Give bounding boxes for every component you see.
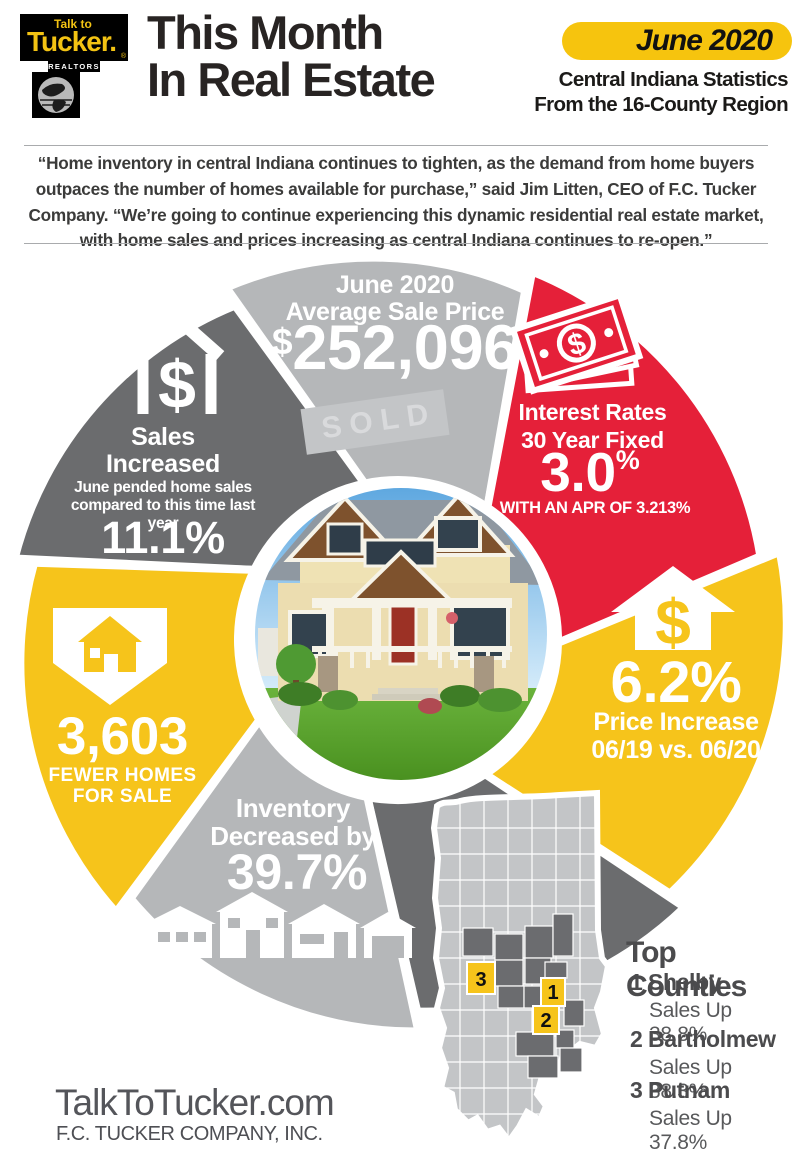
month-badge-label: June 2020 [635,24,773,57]
top-counties-heading: Top Counties [626,936,747,1003]
county-rank: 1 [630,969,643,995]
logo-globe [32,72,80,118]
money-bills-icon: $ [509,291,644,395]
house-up-dollar-icon: $ [611,566,735,658]
ceo-quote: “Home inventory in central Indiana conti… [28,153,764,251]
interest-rate-number: 3.0 [540,441,616,503]
svg-text:$: $ [655,586,691,658]
sales-increased-desc-line1: June pended home sales [74,479,252,496]
region-subtitle-line1: Central Indiana Statistics [558,68,789,91]
logo-tucker: Tucker. [27,26,117,57]
registered-mark: ® [120,53,126,60]
svg-text:1: 1 [547,982,558,1004]
county-detail: Sales Up 37.8% [649,1107,732,1154]
interest-title: Interest Rates 30 Year Fixed [495,399,690,454]
fewer-homes-label-line1: FEWER HOMES [48,765,197,786]
inventory-title-line1: Inventory [235,793,351,823]
interest-title-line1: Interest Rates [518,399,667,425]
interest-rate-value: 3.0% [500,445,680,500]
county-detail: Sales Up 38.8% [649,999,732,1046]
logo-realtors-strip: REALTORS [48,61,100,72]
svg-text:2: 2 [540,1010,551,1032]
inventory-title-line2: Decreased by [210,821,376,852]
house-dollar-outline-icon: $ [129,309,225,423]
avg-price-value: $252,096 [230,317,560,380]
price-increase-period: 06/19 vs. 06/20 [591,736,761,764]
county-name: Putnam [648,1077,730,1103]
map-marker-putnam: 3 [466,961,496,995]
county-name: Shelby [648,969,722,995]
interest-title-line2: 30 Year Fixed [521,426,664,453]
sales-increased-desc-line2: compared to this time last year [70,497,256,533]
divider-bottom [24,243,768,244]
avg-price-kicker-line2: Average Sale Price [285,298,505,326]
avg-price-kicker: June 2020 Average Sale Price [250,272,540,326]
divider-top [24,145,768,146]
map-marker-shelby: 1 [540,977,566,1007]
interest-apr-note: WITH AN APR OF 3.213% [499,499,691,517]
price-increase-label: Price Increase [593,708,759,736]
inventory-value: 39.7% [226,844,368,900]
homes-silhouette-icon [144,892,416,958]
globe-icon [38,77,74,113]
segment-avg-sale-price [220,253,530,515]
page-title-line1: This Month [147,6,384,59]
sales-increased-title: Sales Increased [78,424,248,478]
top-county-item-3: 3 Putnam Sales Up 37.8% [630,1077,792,1155]
currency-sign: $ [272,321,293,362]
sales-increased-title-line2: Increased [105,450,221,478]
top-county-item-1: 1 Shelby Sales Up 38.8% [630,969,792,1047]
month-badge: June 2020 [562,22,792,60]
page-title: This Month In Real Estate [147,6,436,106]
interest-rate-percent: % [615,445,640,475]
top-county-item-2: 2 Bartholmew Sales Up 38.3% [630,1026,792,1104]
county-rank: 2 [630,1026,643,1052]
house-down-arrow-icon [53,608,167,705]
sales-increased-title-line1: Sales [131,423,195,451]
county-rank: 3 [630,1077,643,1103]
county-detail: Sales Up 38.3% [649,1056,732,1103]
company-name: F.C. TUCKER COMPANY, INC. [56,1123,323,1145]
sales-increased-desc: June pended home sales compared to this … [56,479,270,533]
fewer-homes-value: 3,603 [56,707,189,766]
website-url: TalkToTucker.com [55,1082,335,1123]
house-photo [255,488,547,780]
inventory-title: Inventory Decreased by [195,794,391,850]
svg-text:3: 3 [475,969,486,991]
logo-talk-to: Talk to [54,17,92,31]
avg-price-kicker-line1: June 2020 [335,271,455,299]
fewer-homes-label: FEWER HOMES FOR SALE [35,765,210,808]
fewer-homes-label-line2: FOR SALE [72,785,173,807]
region-subtitle-line2: From the 16-County Region [534,93,788,117]
price-increase-value: 6.2% [610,650,742,715]
svg-text:$: $ [158,347,196,423]
page-title-line2: In Real Estate [147,52,436,106]
tucker-logo: Talk to Tucker. ® [20,14,128,61]
segment-sales-increased [9,300,372,575]
sales-increased-value: 11.1% [101,512,225,563]
region-subtitle: Central Indiana Statistics From the 16-C… [470,67,788,117]
avg-price-amount: 252,096 [292,313,518,383]
county-name: Bartholmew [648,1026,776,1052]
map-marker-bartholmew: 2 [532,1005,560,1035]
indiana-county-map: 3 1 2 [430,790,615,1150]
